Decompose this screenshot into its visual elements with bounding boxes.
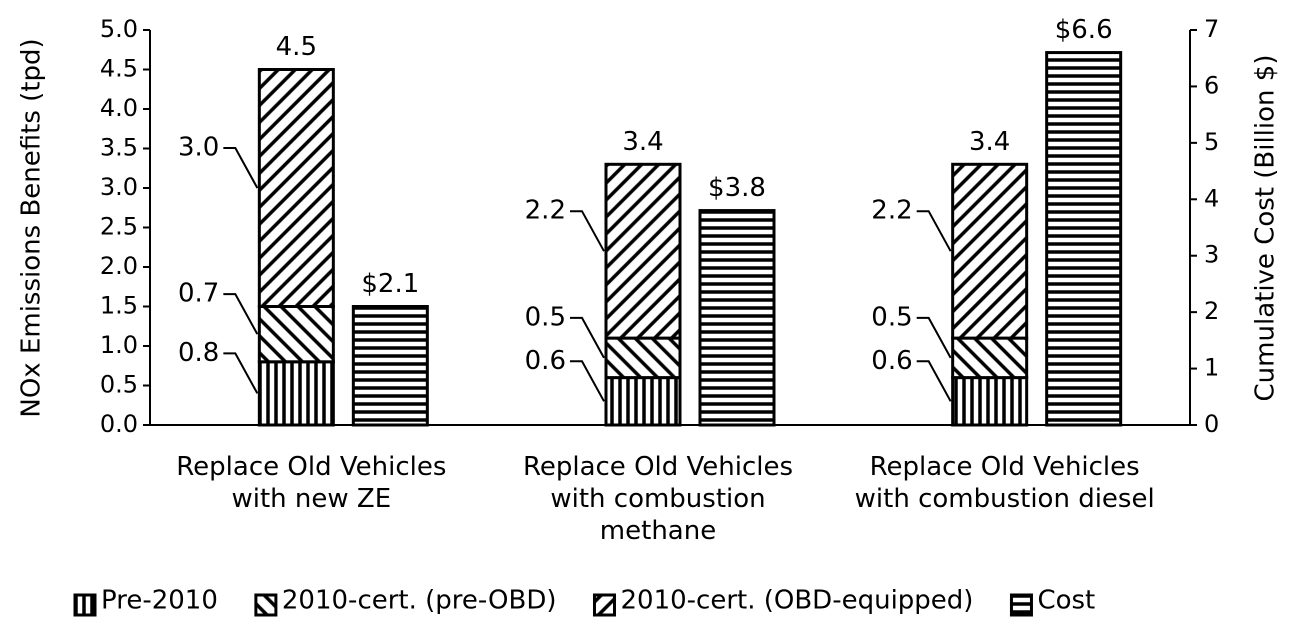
legend-label: 2010-cert. (pre-OBD) <box>282 586 557 616</box>
data-label: $3.8 <box>708 173 766 203</box>
y2-tick-label: 4 <box>1204 184 1219 212</box>
bar <box>698 209 776 427</box>
y2-axis-label: Cumulative Cost (Billion $) <box>1251 55 1281 402</box>
y-axis-label: NOx Emissions Benefits (tpd) <box>17 38 47 417</box>
total-label: 3.4 <box>622 127 663 157</box>
y-tick-label: 3.0 <box>100 173 138 201</box>
y2-tick-label: 0 <box>1204 410 1219 438</box>
legend-swatch <box>1009 593 1033 617</box>
bar-segment <box>951 376 1029 427</box>
bar-segment <box>604 162 682 340</box>
y2-tick-label: 5 <box>1204 128 1219 156</box>
leader-line <box>223 352 259 394</box>
x-tick-label: Replace Old Vehicles with combustion metha… <box>523 452 793 546</box>
y2-tick-label: 7 <box>1204 15 1219 43</box>
data-label: 3.0 <box>178 133 219 163</box>
y-tick-label: 2.5 <box>100 213 138 241</box>
data-label: 0.6 <box>871 346 912 376</box>
leader-line <box>570 360 605 402</box>
y-tick-label: 0.5 <box>100 371 138 399</box>
legend-swatch <box>254 593 278 617</box>
y-tick-label: 3.5 <box>100 134 138 162</box>
leader-line <box>223 147 259 189</box>
data-label: $2.1 <box>361 269 419 299</box>
total-label: 4.5 <box>276 32 317 62</box>
leader-line <box>223 293 259 335</box>
data-label: 0.5 <box>525 302 566 332</box>
bar-segment <box>951 336 1029 380</box>
bar <box>351 305 429 427</box>
data-label: 2.2 <box>525 196 566 226</box>
data-label: $6.6 <box>1055 15 1113 45</box>
data-label: 2.2 <box>871 196 912 226</box>
data-label: 0.7 <box>178 279 219 309</box>
leader-line <box>916 316 952 359</box>
legend-swatch <box>73 593 97 617</box>
data-label: 0.5 <box>871 302 912 332</box>
y2-tick-label: 3 <box>1204 241 1219 269</box>
legend-swatch <box>592 593 616 617</box>
bar-segment <box>951 162 1029 340</box>
total-label: 3.4 <box>969 127 1010 157</box>
y-tick-label: 1.5 <box>100 292 138 320</box>
y-tick-label: 4.0 <box>100 94 138 122</box>
y-tick-label: 4.5 <box>100 55 138 83</box>
leader-line <box>570 210 605 252</box>
y-tick-label: 5.0 <box>100 15 138 43</box>
y-tick-label: 1.0 <box>100 331 138 359</box>
bar-segment <box>257 68 335 308</box>
bar-segment <box>257 360 335 427</box>
leader-line <box>916 360 952 402</box>
leader-line <box>570 316 605 359</box>
x-tick-label: Replace Old Vehicles with new ZE <box>176 452 446 514</box>
y2-tick-label: 1 <box>1204 354 1219 382</box>
data-label: 0.6 <box>525 346 566 376</box>
y-tick-label: 0.0 <box>100 410 138 438</box>
bar-segment <box>604 336 682 380</box>
data-label: 0.8 <box>178 338 219 368</box>
legend-label: Pre-2010 <box>101 586 218 616</box>
legend-label: Cost <box>1037 586 1095 616</box>
legend-label: 2010-cert. (OBD-equipped) <box>620 586 973 616</box>
y2-tick-label: 2 <box>1204 297 1219 325</box>
x-tick-label: Replace Old Vehicles with combustion dies… <box>855 452 1155 514</box>
bar-segment <box>257 305 335 364</box>
y2-tick-label: 6 <box>1204 71 1219 99</box>
bar <box>1045 51 1123 427</box>
bar-segment <box>604 376 682 427</box>
y-tick-label: 2.0 <box>100 252 138 280</box>
leader-line <box>916 210 952 252</box>
